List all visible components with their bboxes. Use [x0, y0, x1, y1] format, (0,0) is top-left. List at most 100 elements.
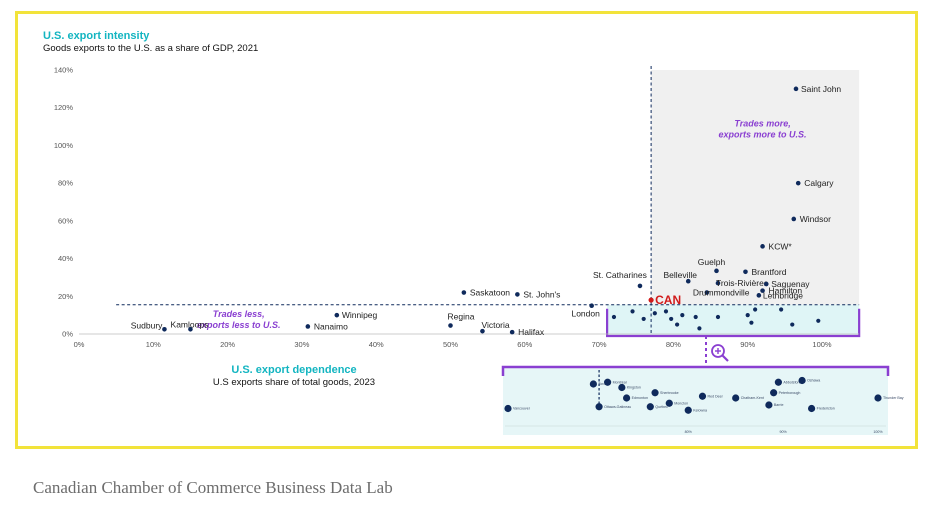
- city-point: [743, 269, 748, 275]
- inset-point: [765, 401, 773, 409]
- x-tick-label: 40%: [369, 340, 384, 349]
- inset-x-tick-label: 100%: [873, 430, 883, 434]
- city-label: Victoria: [481, 320, 509, 330]
- city-label: St. Catharines: [593, 270, 647, 280]
- city-label: Winnipeg: [342, 310, 378, 320]
- inset-point-label: Moncton: [674, 401, 688, 405]
- city-label: KCW*: [769, 241, 793, 251]
- city-point: [763, 281, 769, 287]
- y-tick-label: 40%: [58, 254, 73, 263]
- inset-point-label: Vancouver: [513, 407, 531, 411]
- inset-point: [798, 376, 806, 385]
- x-tick-label: 30%: [294, 340, 309, 349]
- x-axis-subtitle: U.S exports share of total goods, 2023: [213, 377, 375, 388]
- city-point: [795, 180, 801, 186]
- y-tick-label: 0%: [62, 330, 73, 339]
- city-label: Trois-Rivières: [716, 278, 768, 288]
- city-point: [515, 292, 520, 297]
- city-points: Saint John Calgary Windsor KCW* Guelph Brantf…: [131, 84, 842, 337]
- city-point: [162, 326, 167, 332]
- canada-label: CAN: [655, 293, 681, 307]
- city-label: Windsor: [800, 214, 831, 224]
- cluster-point: [790, 322, 795, 327]
- inset-point: [807, 404, 816, 413]
- y-tick-label: 120%: [54, 103, 74, 112]
- city-label: Belleville: [663, 270, 697, 280]
- trades-less-note-line2: exports less to U.S.: [197, 320, 281, 330]
- y-tick-label: 140%: [54, 66, 74, 75]
- cluster-point: [652, 311, 657, 316]
- inset-point-label: Toronto: [598, 382, 610, 386]
- scatter-chart: U.S. export intensity Goods exports to t…: [43, 30, 904, 435]
- x-tick-label: 0%: [74, 340, 85, 349]
- cluster-point: [697, 326, 702, 331]
- cluster-point: [675, 322, 680, 327]
- cluster-point: [663, 309, 669, 314]
- city-label: Sudbury: [131, 320, 163, 330]
- inset-point: [604, 378, 612, 386]
- inset-point: [732, 394, 740, 402]
- city-label: Saguenay: [771, 279, 810, 289]
- y-tick-label: 100%: [54, 141, 74, 150]
- inset-point: [651, 389, 659, 397]
- x-tick-label: 50%: [443, 340, 458, 349]
- trades-more-note-line1: Trades more,: [734, 119, 790, 129]
- city-point: [760, 288, 765, 293]
- city-label: Brantford: [751, 267, 786, 277]
- inset-point-label: Barrie: [774, 403, 784, 407]
- x-axis-title: U.S. export dependence: [231, 364, 356, 376]
- cluster-point: [693, 314, 698, 320]
- city-point: [791, 216, 797, 222]
- inset-point: [622, 394, 631, 402]
- inset-point-label: Fredericton: [817, 407, 835, 411]
- city-label: Saint John: [801, 84, 841, 94]
- inset-point: [665, 399, 673, 407]
- city-label: Calgary: [804, 178, 834, 188]
- city-label: St. John's: [523, 289, 560, 299]
- inset-point-label: Chatham-Kent: [741, 396, 764, 400]
- cluster-point: [630, 309, 635, 314]
- inset-point-label: Edmonton: [632, 396, 648, 400]
- city-label: London: [571, 309, 600, 319]
- canada-reference-point: [648, 297, 654, 303]
- cluster-point: [749, 320, 754, 325]
- city-label: Drummondville: [693, 288, 750, 298]
- x-tick-label: 20%: [220, 340, 235, 349]
- city-label: Regina: [448, 312, 475, 322]
- x-tick-label: 70%: [592, 340, 607, 349]
- city-point: [760, 244, 765, 249]
- city-label: Halifax: [518, 327, 545, 337]
- cluster-point: [715, 314, 721, 320]
- chart-subtitle: Goods exports to the U.S. as a share of …: [43, 43, 258, 54]
- reference-lines: [116, 66, 860, 334]
- inset-point-label: Ottawa-Gatineau: [604, 405, 631, 409]
- chart-frame: U.S. export intensity Goods exports to t…: [15, 11, 918, 449]
- city-point: [461, 290, 467, 295]
- inset-point: [589, 380, 597, 388]
- x-tick-label: 100%: [812, 340, 832, 349]
- city-point: [188, 326, 193, 332]
- cluster-point: [753, 307, 758, 312]
- city-label: Kamloops: [171, 319, 209, 329]
- cluster-point: [779, 307, 784, 312]
- inset-point-label: Abbotsford: [783, 380, 800, 384]
- inset-point-label: Montréal: [613, 380, 627, 384]
- inset-point: [684, 406, 692, 414]
- inset-point-label: Peterborough: [779, 391, 801, 395]
- inset-point-label: Red Deer: [707, 394, 723, 398]
- x-tick-label: 80%: [666, 340, 681, 349]
- inset-point: [646, 403, 654, 411]
- inset-x-tick-label: 90%: [780, 430, 788, 434]
- city-label: Hamilton: [769, 286, 803, 296]
- inset-point-label: Thunder Bay: [883, 396, 904, 400]
- zoom-highlight-box: [606, 308, 861, 338]
- city-point: [305, 324, 311, 329]
- inset-point-label: Sherbrooke: [660, 391, 679, 395]
- city-point: [793, 86, 799, 92]
- cluster-point: [816, 318, 821, 323]
- city-label: Lethbridge: [763, 290, 803, 300]
- cluster-point: [680, 313, 685, 318]
- city-point: [685, 278, 691, 284]
- city-label: Saskatoon: [470, 288, 510, 298]
